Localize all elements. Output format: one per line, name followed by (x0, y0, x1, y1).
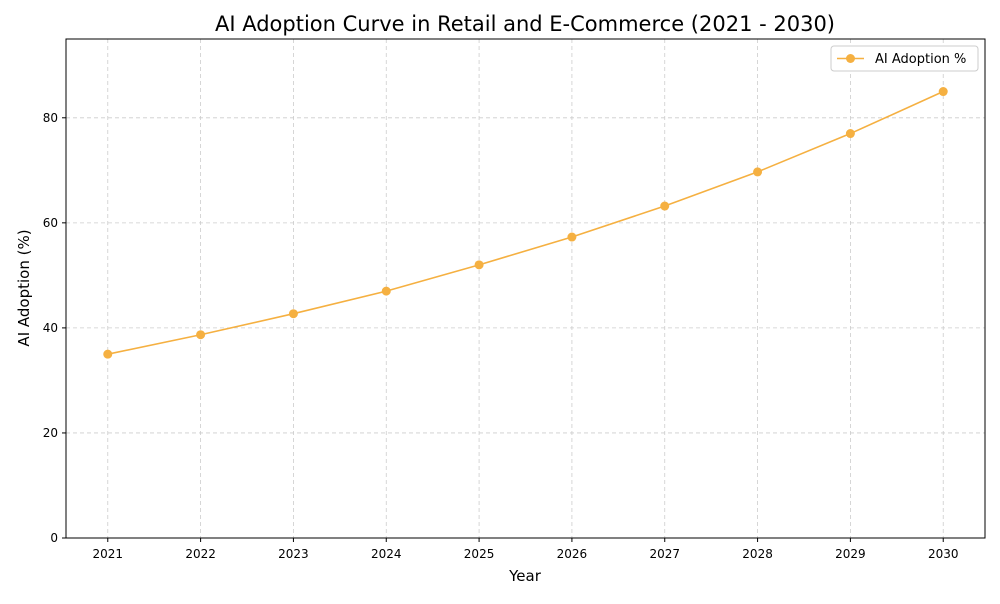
y-tick-label: 0 (50, 531, 58, 545)
x-tick-label: 2021 (92, 547, 123, 561)
data-point (103, 349, 113, 359)
data-point (288, 309, 298, 319)
series-line (107, 90, 944, 355)
chart-title: AI Adoption Curve in Retail and E-Commer… (215, 12, 835, 36)
data-point (381, 286, 391, 296)
y-tick-label: 20 (43, 426, 58, 440)
data-point (938, 87, 948, 97)
data-point (474, 260, 484, 270)
legend-box (830, 45, 979, 72)
x-tick-label: 2026 (557, 547, 588, 561)
x-tick-label: 2022 (185, 547, 216, 561)
x-tick-label: 2027 (649, 547, 680, 561)
data-point (196, 330, 206, 340)
data-point (845, 129, 855, 139)
x-tick-label: 2030 (928, 547, 959, 561)
x-tick-label: 2028 (742, 547, 773, 561)
x-tick-label: 2024 (371, 547, 402, 561)
data-point (660, 201, 670, 211)
legend: AI Adoption % (830, 45, 979, 72)
y-tick-label: 40 (43, 321, 58, 335)
data-point (753, 167, 763, 177)
x-axis-label: Year (508, 567, 542, 585)
axes-frame (65, 38, 986, 539)
grid (66, 39, 985, 539)
data-point (567, 232, 577, 242)
x-tick-label: 2029 (835, 547, 866, 561)
y-tick-label: 80 (43, 111, 58, 125)
x-tick-label: 2025 (464, 547, 495, 561)
legend-label: AI Adoption % (875, 52, 966, 67)
y-axis-label: AI Adoption (%) (15, 229, 33, 346)
x-tick-label: 2023 (278, 547, 309, 561)
y-tick-label: 60 (43, 216, 58, 230)
legend-marker (846, 54, 855, 63)
